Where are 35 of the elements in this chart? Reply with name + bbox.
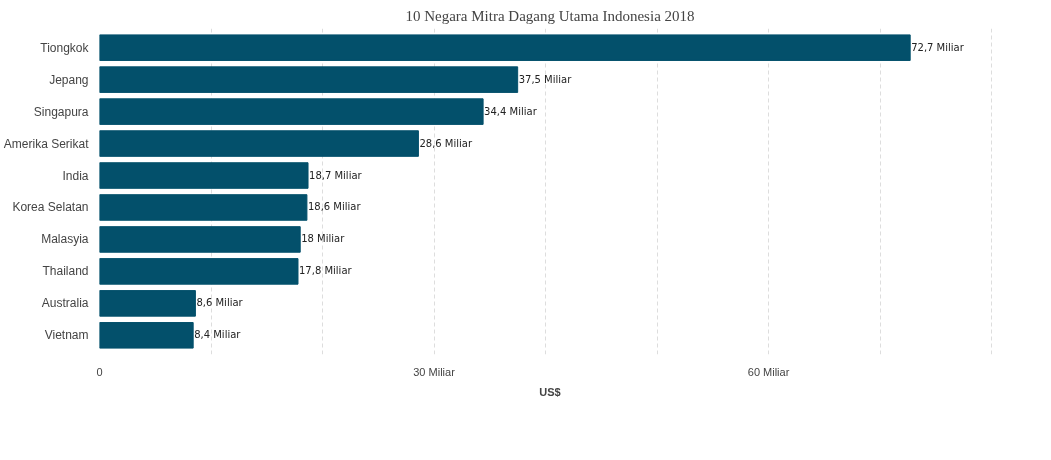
bar [99, 66, 519, 93]
y-tick-label: Amerika Serikat [3, 136, 90, 151]
y-tick-label: Korea Selatan [12, 200, 89, 215]
data-label: 8,6 Miliar [196, 297, 244, 309]
data-label: 18,7 Miliar [309, 169, 363, 181]
bar [99, 258, 299, 285]
y-tick-label: Jepang [49, 72, 89, 87]
bar [99, 226, 301, 253]
y-tick-label: Singapura [33, 104, 89, 119]
y-tick-label: Malasyia [41, 232, 89, 247]
y-tick-label: Vietnam [44, 328, 89, 343]
y-tick-label: Australia [41, 296, 89, 311]
data-label: 72,7 Miliar [911, 41, 965, 53]
data-label: 18,6 Miliar [307, 201, 362, 213]
data-label: 18 Miliar [301, 233, 346, 245]
data-label: 28,6 Miliar [419, 137, 473, 149]
y-tick-label: Tiongkok [40, 40, 90, 55]
bar [99, 290, 196, 317]
data-label: 8,4 Miliar [194, 329, 242, 341]
bar [99, 34, 911, 61]
bar [99, 162, 309, 189]
x-tick-label: 0 [96, 365, 103, 378]
x-tick-label: 30 Miliar [413, 365, 456, 378]
bar [99, 130, 419, 157]
y-tick-label: India [62, 168, 89, 183]
data-label: 37,5 Miliar [518, 73, 573, 85]
y-tick-label: Thailand [42, 264, 89, 279]
x-axis-title: US$ [539, 385, 561, 398]
data-label: 17,8 Miliar [298, 265, 353, 277]
bar [99, 322, 194, 349]
chart-title: 10 Negara Mitra Dagang Utama Indonesia 2018 [405, 7, 695, 24]
bar [99, 98, 484, 125]
x-tick-label: 60 Miliar [747, 365, 790, 378]
data-label: 34,4 Miliar [484, 105, 538, 117]
bar [99, 194, 308, 221]
